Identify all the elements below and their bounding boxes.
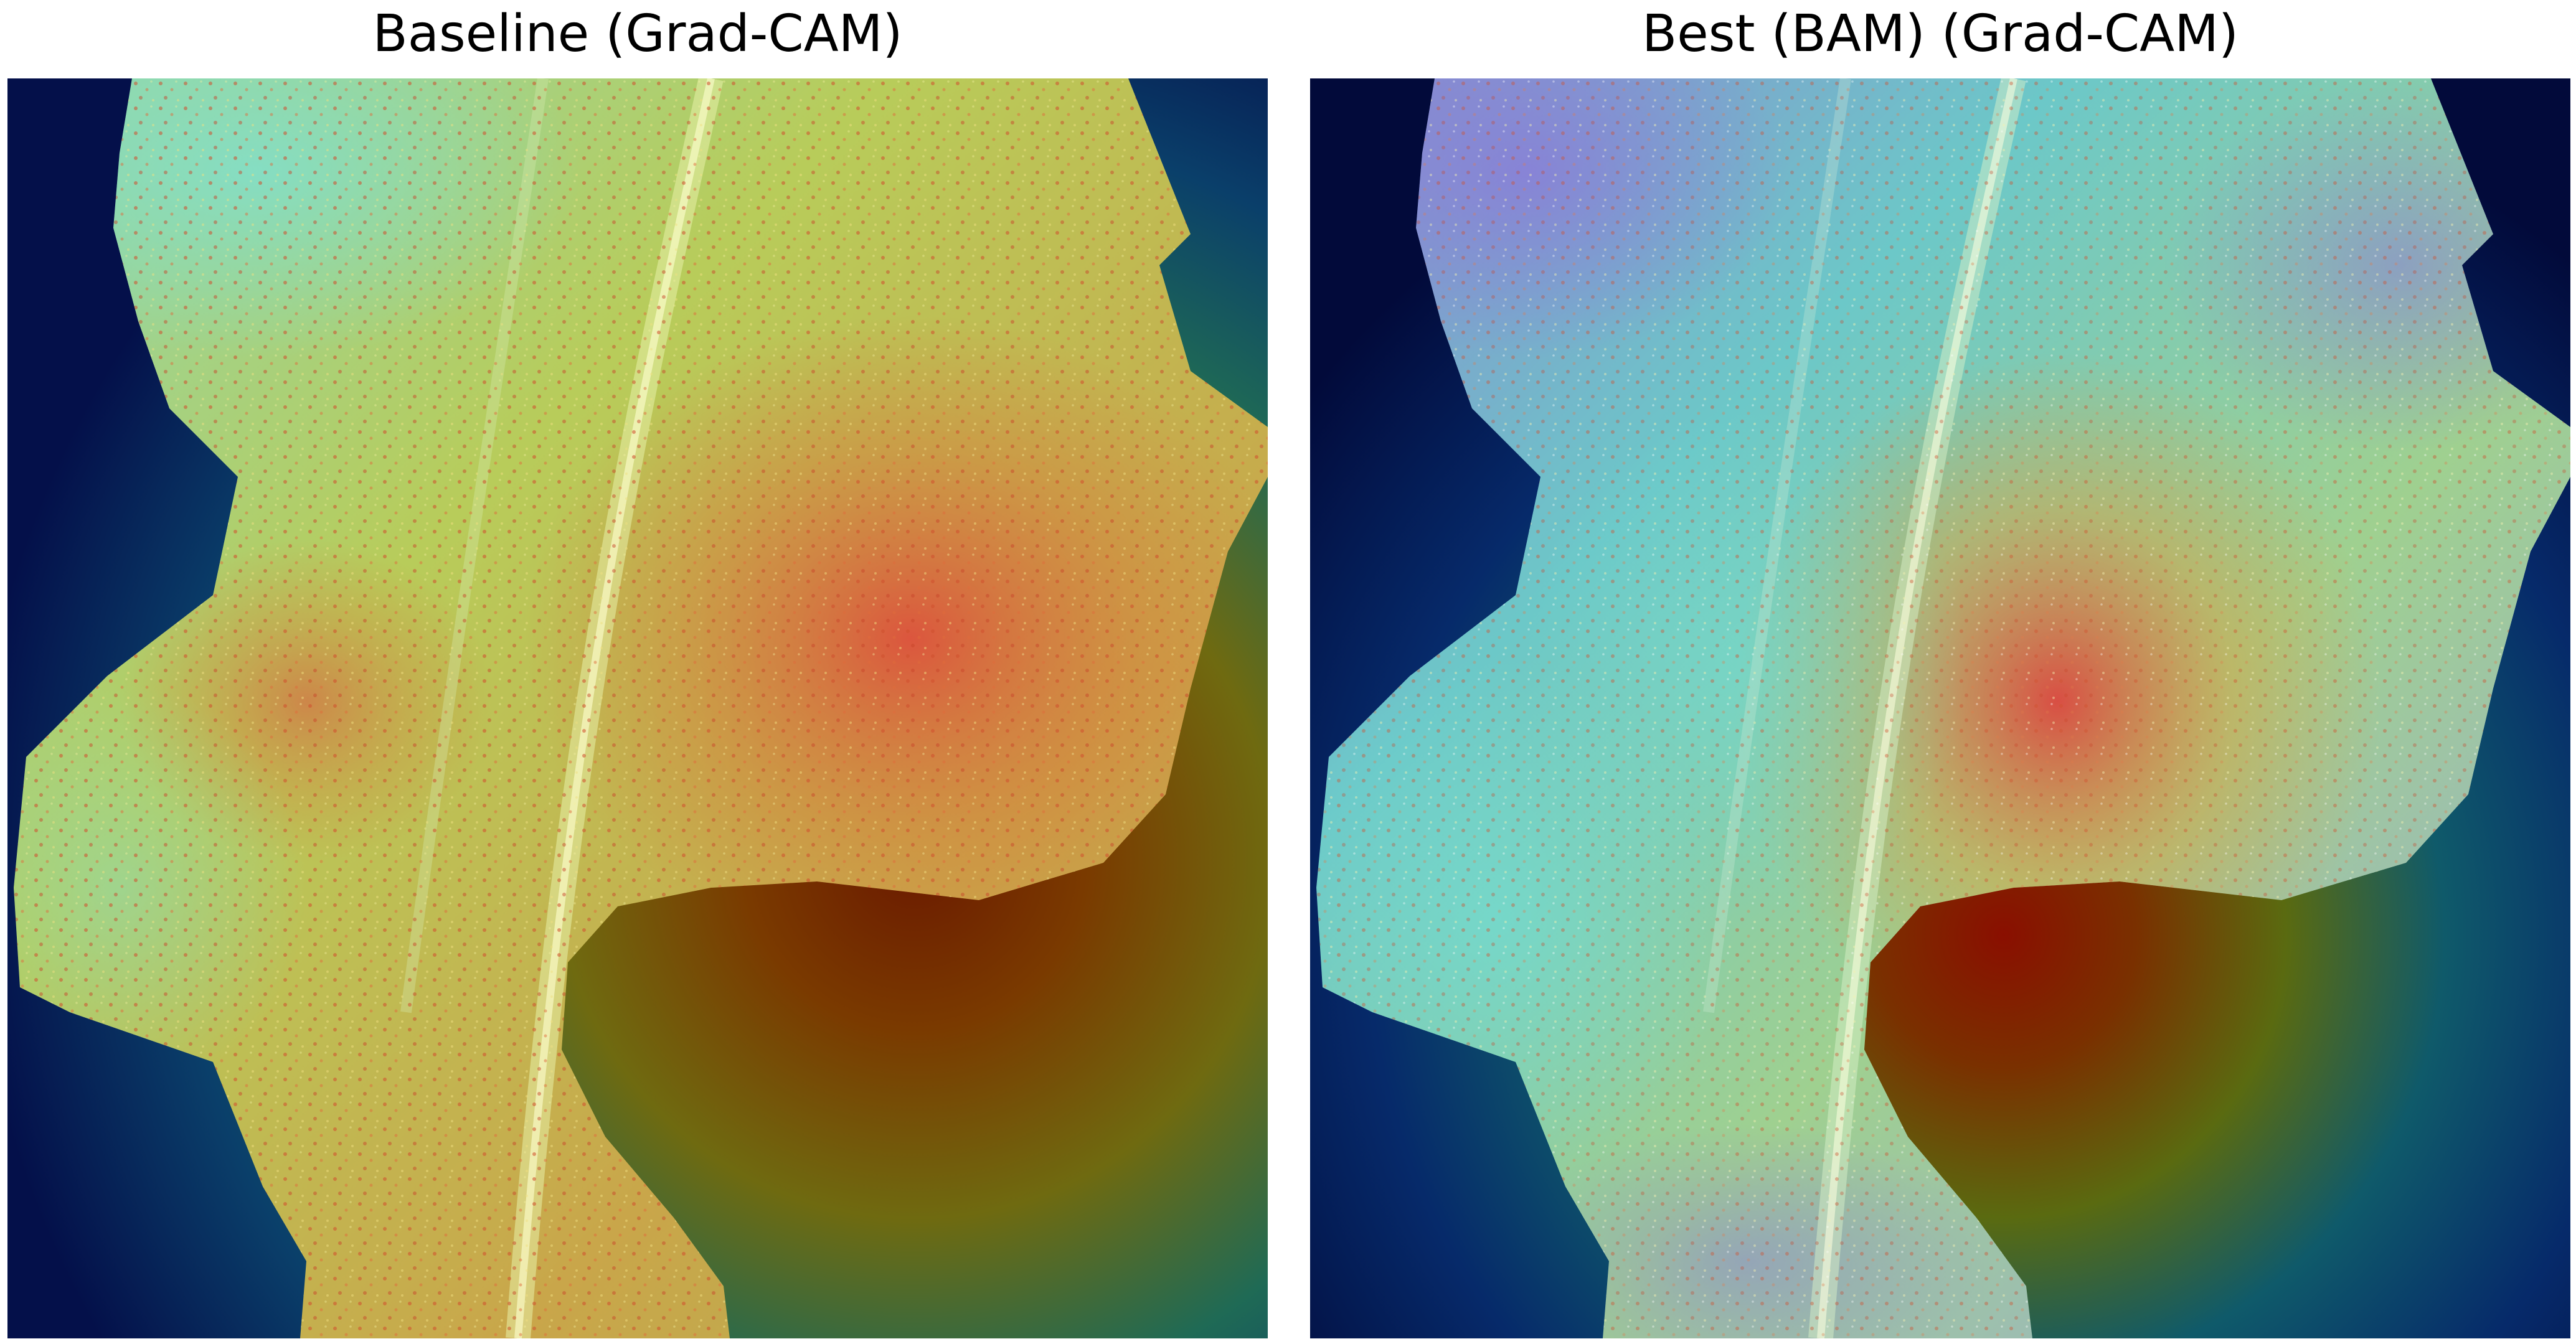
heatmap-overlay-baseline xyxy=(7,78,1268,1338)
heatmap-overlay-best-bam xyxy=(1310,78,2570,1338)
panel-title-best-bam: Best (BAM) (Grad-CAM) xyxy=(1641,4,2239,63)
gradcam-image-best-bam xyxy=(1310,78,2570,1338)
panel-title-baseline: Baseline (Grad-CAM) xyxy=(372,4,903,63)
gradcam-image-baseline xyxy=(7,78,1268,1338)
